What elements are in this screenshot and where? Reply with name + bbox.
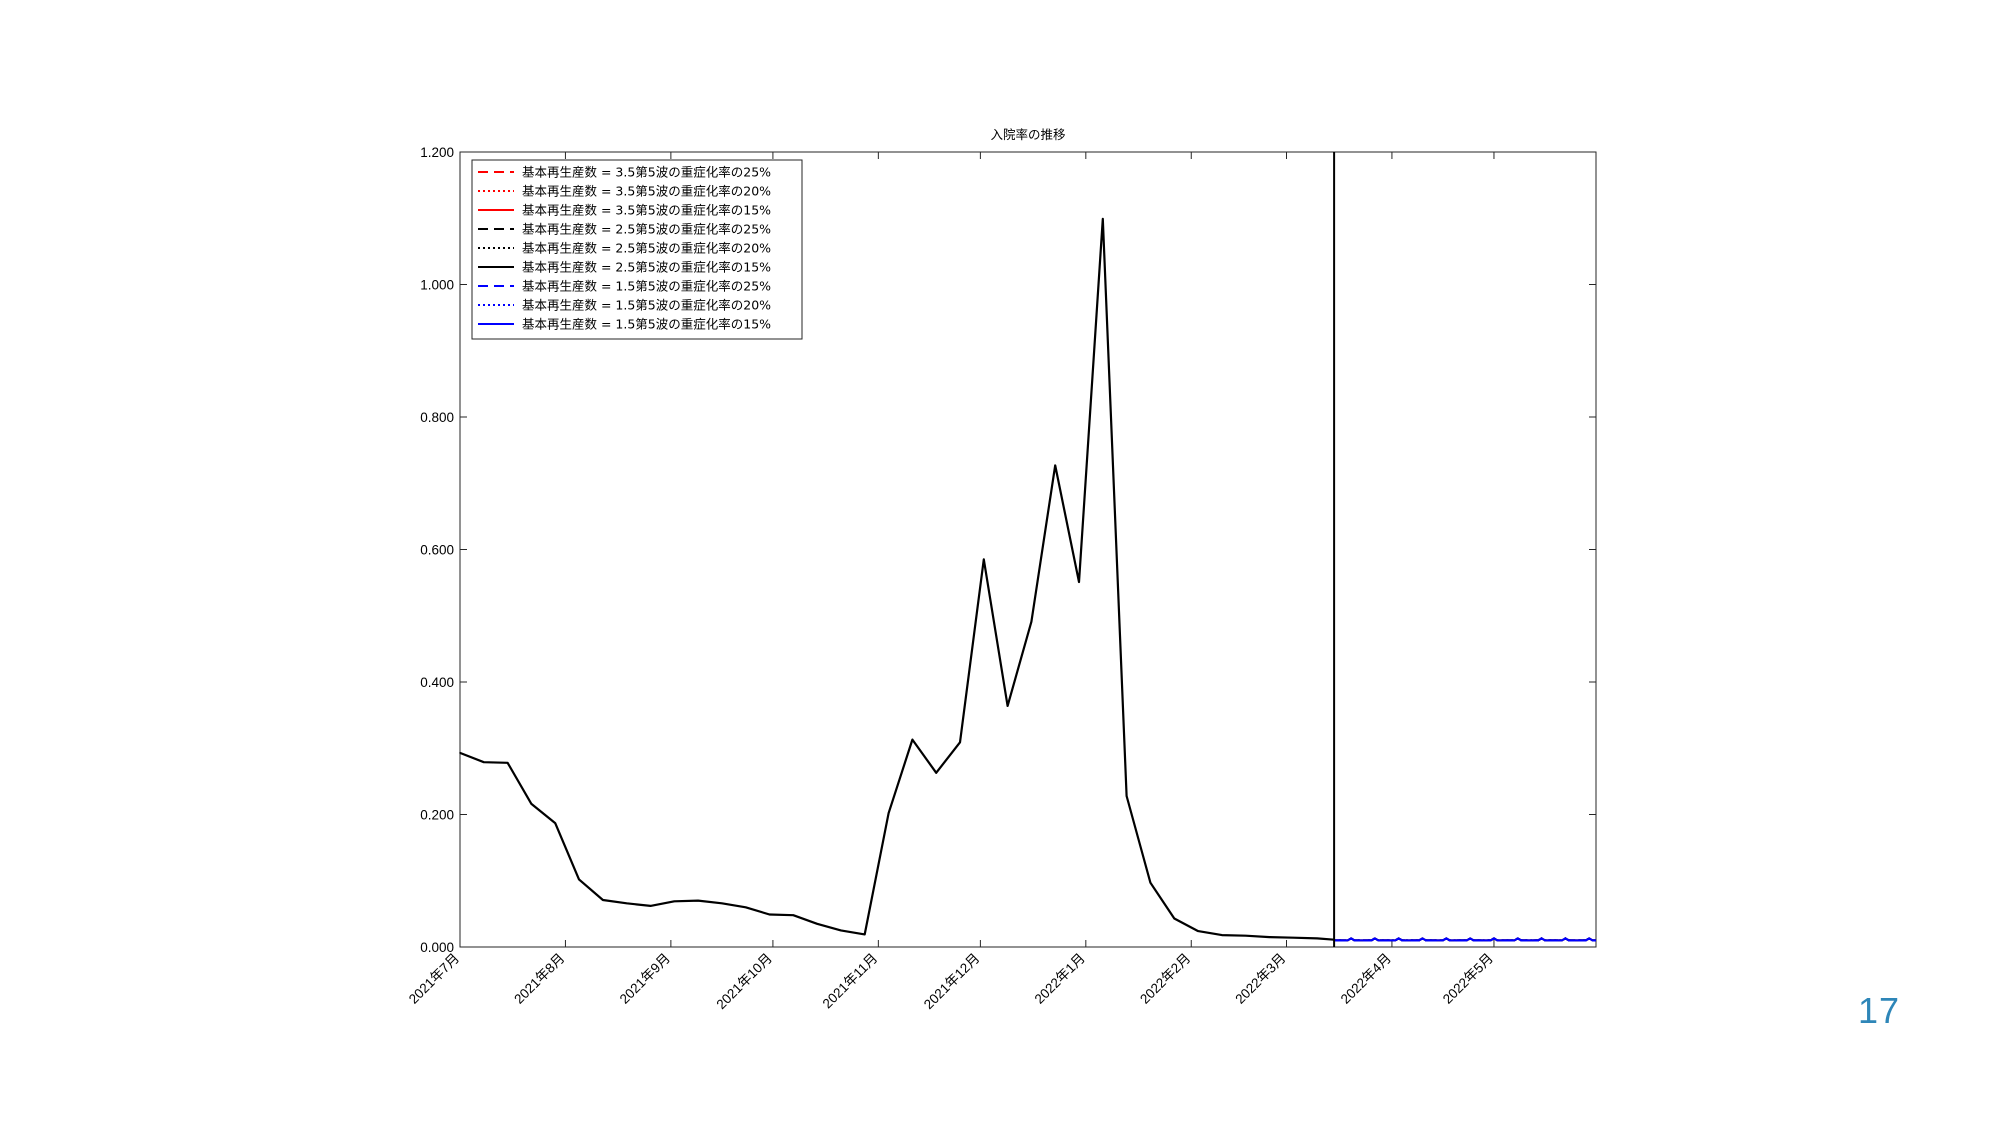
- observed-point: [887, 812, 890, 814]
- y-tick-label: 0.400: [420, 675, 454, 690]
- legend: 基本再生産数 = 3.5第5波の重症化率の25% 基本再生産数 = 3.5第5波の…: [471, 159, 803, 340]
- forecast-series-line: [1334, 937, 1596, 942]
- observed-point: [1244, 934, 1247, 937]
- observed-point: [1292, 936, 1295, 939]
- legend-entry: 基本再生産数 = 3.5第5波の重症化率の20%: [522, 184, 771, 199]
- legend-box: [471, 159, 803, 340]
- observed-point: [935, 771, 937, 774]
- observed-point: [506, 762, 509, 764]
- observed-point: [530, 803, 533, 805]
- observed-point: [1221, 934, 1223, 936]
- observed-point: [625, 902, 628, 905]
- x-tick-label: 2022年2月: [1137, 951, 1193, 1007]
- observed-point: [1149, 881, 1152, 884]
- legend-entry: 基本再生産数 = 2.5第5波の重症化率の20%: [522, 241, 771, 256]
- observed-point: [768, 913, 771, 916]
- x-tick-label: 2022年4月: [1338, 951, 1394, 1007]
- x-tick-label: 2021年7月: [406, 951, 462, 1007]
- legend-entry: 基本再生産数 = 3.5第5波の重症化率の15%: [522, 203, 771, 218]
- observed-point: [982, 558, 985, 561]
- x-tick-label: 2022年1月: [1032, 951, 1088, 1007]
- observed-point: [1054, 464, 1057, 467]
- observed-point: [649, 905, 652, 907]
- observed-point: [816, 923, 818, 925]
- x-tick-label: 2021年12月: [921, 951, 983, 1013]
- legend-entry: 基本再生産数 = 1.5第5波の重症化率の25%: [522, 279, 771, 294]
- x-tick-label: 2022年5月: [1440, 951, 1496, 1007]
- x-tick-label: 2021年10月: [713, 951, 775, 1013]
- observed-point: [483, 761, 485, 763]
- legend-entry: 基本再生産数 = 3.5第5波の重症化率の25%: [522, 165, 771, 180]
- observed-point: [1316, 937, 1318, 940]
- observed-point: [1125, 795, 1128, 797]
- y-axis: 0.000 0.200 0.400 0.600 0.800 1.000 1.200: [420, 145, 1596, 955]
- observed-point: [697, 899, 699, 902]
- y-tick-label: 1.000: [420, 278, 454, 293]
- observed-point: [721, 902, 723, 905]
- observed-line: [459, 217, 1335, 941]
- observed-point: [863, 933, 866, 936]
- observed-point: [459, 752, 461, 754]
- y-tick-label: 0.000: [420, 940, 454, 955]
- y-tick-label: 0.200: [420, 808, 454, 823]
- page-number: 17: [1858, 990, 1901, 1031]
- observed-point: [578, 878, 580, 881]
- observed-point: [792, 914, 795, 916]
- chart-title: 入院率の推移: [990, 127, 1065, 142]
- observed-point: [1030, 620, 1033, 623]
- observed-point: [1078, 581, 1080, 583]
- observed-point: [1173, 917, 1176, 920]
- y-tick-label: 0.600: [420, 543, 454, 558]
- observed-point: [1268, 936, 1271, 938]
- observed-point: [911, 738, 914, 741]
- legend-entry: 基本再生産数 = 1.5第5波の重症化率の15%: [522, 317, 771, 332]
- x-tick-label: 2022年3月: [1232, 951, 1288, 1007]
- observed-point: [554, 822, 557, 824]
- observed-point: [673, 900, 676, 903]
- observed-point: [1006, 705, 1009, 707]
- x-tick-label: 2021年9月: [617, 951, 673, 1007]
- legend-entry: 基本再生産数 = 2.5第5波の重症化率の15%: [522, 260, 771, 275]
- observed-point: [602, 899, 604, 901]
- y-tick-label: 1.200: [420, 145, 454, 160]
- legend-entry: 基本再生産数 = 2.5第5波の重症化率の25%: [522, 222, 771, 237]
- observed-point: [1197, 930, 1199, 932]
- y-tick-label: 0.800: [420, 410, 454, 425]
- observed-point: [840, 929, 842, 932]
- observed-point: [959, 741, 961, 744]
- observed-point: [744, 906, 747, 909]
- x-tick-label: 2021年11月: [820, 951, 881, 1012]
- x-tick-label: 2021年8月: [511, 951, 567, 1007]
- observed-point: [1102, 218, 1104, 220]
- legend-entry: 基本再生産数 = 1.5第5波の重症化率の20%: [522, 298, 771, 313]
- series-lines: [459, 217, 1596, 942]
